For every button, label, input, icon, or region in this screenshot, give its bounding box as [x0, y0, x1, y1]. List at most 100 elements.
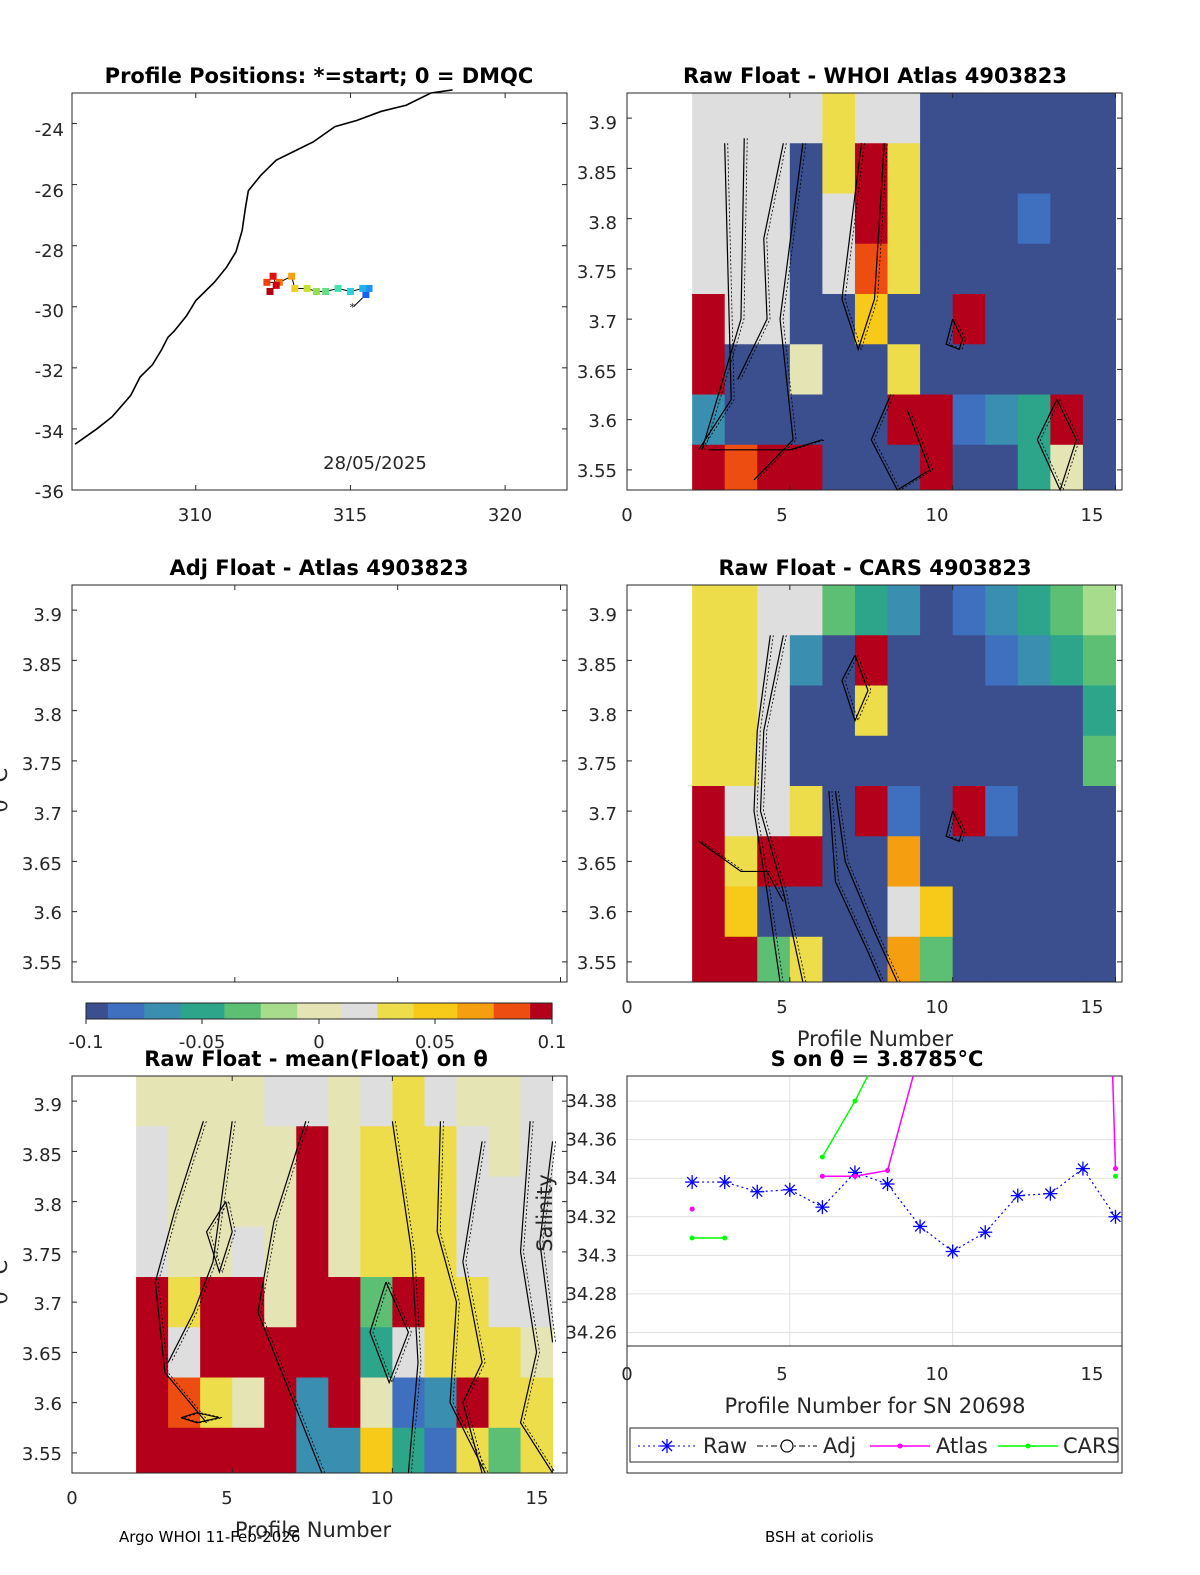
- heatmap-cell: [456, 1277, 490, 1328]
- theta-tick: 3.7: [588, 312, 617, 333]
- heatmap-cell: [1017, 193, 1051, 245]
- contour-line: [462, 1141, 483, 1474]
- heatmap-cell: [264, 1277, 297, 1328]
- heatmap-cell: [854, 886, 889, 938]
- heatmap-cell: [692, 735, 726, 787]
- contour-line-dotted: [157, 1121, 210, 1424]
- colorbar-cell: [537, 1003, 546, 1019]
- theta-tick: 3.6: [588, 903, 617, 924]
- heatmap-cell: [724, 444, 758, 491]
- profile-ticks-mean: 0 5 10 15: [66, 1488, 548, 1509]
- heatmap-background: [72, 585, 567, 982]
- contour-line-dotted: [209, 1201, 236, 1274]
- heatmap-cell: [854, 735, 889, 787]
- theta-tick: 3.75: [22, 754, 62, 775]
- map-ytick: -36: [35, 482, 64, 503]
- heatmap-cell: [724, 735, 758, 787]
- heatmap-cell: [424, 1076, 457, 1127]
- heatmap-cell: [392, 1277, 425, 1328]
- salinity-plot-area: [626, 1075, 1123, 1347]
- track-position-marker: [263, 278, 271, 286]
- contour-line-dotted: [756, 143, 807, 481]
- heatmap-cell: [200, 1076, 233, 1127]
- heatmap-cell: [488, 1176, 522, 1228]
- salinity-panel: 34.38 34.36 34.34 34.32 34.3 34.28 34.26 0 5 1…: [533, 1075, 1123, 1474]
- heatmap-cell: [1017, 585, 1051, 636]
- heatmap-cell: [757, 786, 791, 837]
- heatmap-cell: [200, 1126, 233, 1178]
- heatmap-cell: [488, 1277, 522, 1328]
- heatmap-cell: [328, 1277, 361, 1328]
- heatmap-cell: [887, 143, 921, 195]
- heatmap-cell: [985, 886, 1019, 938]
- contour-line: [205, 1201, 233, 1274]
- map-xtick: 320: [488, 505, 522, 526]
- heatmap-cell: [232, 1327, 265, 1379]
- heatmap-cell: [200, 1277, 233, 1328]
- heatmap-cell: [1082, 193, 1116, 245]
- salinity-ytick: 34.36: [565, 1130, 617, 1151]
- heatmap-cell: [296, 1377, 329, 1429]
- colorbar-cell: [144, 1003, 153, 1019]
- heatmap-cell: [392, 1377, 425, 1429]
- contour-line: [828, 790, 882, 983]
- heatmap-cell: [985, 294, 1019, 345]
- heatmap-cell: [168, 1176, 201, 1228]
- heatmap-cell: [1050, 836, 1084, 888]
- heatmap-cell: [887, 444, 921, 491]
- colorbar-cell: [501, 1003, 509, 1019]
- heatmap-cell: [424, 1327, 457, 1379]
- heatmap-axes: [626, 92, 1123, 491]
- contour-line-dotted: [1039, 399, 1080, 492]
- heatmap-cell: [985, 685, 1019, 737]
- track-position-marker: [272, 281, 280, 289]
- raw-point: [1108, 1209, 1122, 1224]
- legend-raw-marker-icon: [660, 1439, 674, 1453]
- heatmap-cell: [1050, 294, 1084, 345]
- heatmap-cell: [264, 1126, 297, 1178]
- heatmap-cell: [1017, 836, 1051, 888]
- heatmap-cell: [1082, 886, 1116, 938]
- theta-tick: 3.85: [577, 655, 617, 676]
- heatmap-cell: [757, 886, 791, 938]
- heatmap-cell: [328, 1226, 361, 1278]
- colorbar-tick: 0.1: [538, 1032, 567, 1053]
- heatmap-cell: [1050, 193, 1084, 245]
- heatmap-cell: [985, 444, 1019, 491]
- heatmap-cell: [200, 1327, 233, 1379]
- heatmap-cell: [456, 1327, 490, 1379]
- contour-line-dotted: [763, 635, 807, 983]
- colorbar-cell: [420, 1003, 429, 1019]
- theta-tick: 3.55: [577, 461, 617, 482]
- heatmap-cell: [488, 1076, 522, 1127]
- salinity-ytick: 34.3: [577, 1245, 617, 1266]
- heatmap-cell: [1017, 936, 1051, 983]
- heatmap-cell: [1017, 294, 1051, 345]
- colorbar-cell: [260, 1003, 269, 1019]
- cars-point: [852, 1098, 858, 1104]
- heatmap-cell: [952, 786, 986, 837]
- heatmap-cell: [854, 635, 889, 687]
- heatmap-cell: [985, 735, 1019, 787]
- heatmap-cell: [920, 685, 954, 737]
- heatmap-cell: [692, 143, 726, 195]
- theta-tick: 3.6: [588, 411, 617, 432]
- footer-left: Argo WHOI 11-Feb-2026: [119, 1528, 300, 1546]
- heatmap-cell: [822, 193, 856, 245]
- theta-tick: 3.7: [33, 1294, 62, 1315]
- heatmap-cell: [887, 735, 921, 787]
- legend-atlas-marker-icon: [897, 1443, 903, 1449]
- heatmap-cell: [920, 585, 954, 636]
- heatmap-cell: [1082, 143, 1116, 195]
- map-ytick: -30: [35, 301, 64, 322]
- heatmap-cell: [168, 1076, 201, 1127]
- colorbar-cell: [224, 1003, 233, 1019]
- heatmap-cell: [724, 93, 758, 144]
- heatmap-cell: [952, 243, 986, 295]
- heatmap-cell: [360, 1377, 393, 1429]
- heatmap-cell: [952, 344, 986, 396]
- colorbar-cell: [289, 1003, 298, 1019]
- heatmap-cell: [168, 1226, 201, 1278]
- heatmap-cell: [692, 685, 726, 737]
- raw-point: [978, 1225, 993, 1240]
